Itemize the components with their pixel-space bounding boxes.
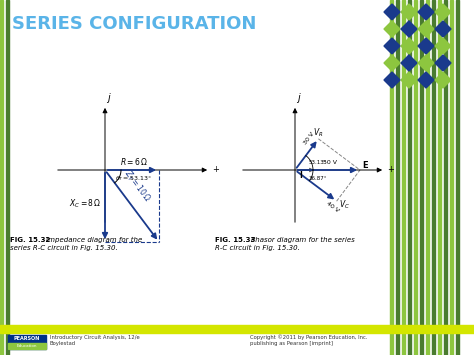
Polygon shape xyxy=(401,21,417,37)
Bar xyxy=(390,0,393,355)
Text: FIG. 15.32: FIG. 15.32 xyxy=(10,237,50,243)
Text: E: E xyxy=(362,161,368,170)
Text: $V_R$: $V_R$ xyxy=(313,127,324,139)
Text: j: j xyxy=(107,93,110,103)
Text: Phasor diagram for the series: Phasor diagram for the series xyxy=(251,237,355,243)
Polygon shape xyxy=(401,4,417,20)
Polygon shape xyxy=(418,72,434,88)
Polygon shape xyxy=(435,38,451,54)
Polygon shape xyxy=(384,21,400,37)
Polygon shape xyxy=(435,4,451,20)
Polygon shape xyxy=(435,21,451,37)
Polygon shape xyxy=(384,72,400,88)
Polygon shape xyxy=(418,21,434,37)
Text: SERIES CONFIGURATION: SERIES CONFIGURATION xyxy=(12,15,256,33)
Text: 30 V: 30 V xyxy=(303,132,316,146)
Text: Introductory Circuit Analysis, 12/e: Introductory Circuit Analysis, 12/e xyxy=(50,334,140,339)
Text: 36.87°: 36.87° xyxy=(309,176,328,181)
Polygon shape xyxy=(384,38,400,54)
Bar xyxy=(432,0,435,355)
Text: Impedance diagram for the: Impedance diagram for the xyxy=(46,237,142,243)
Polygon shape xyxy=(418,38,434,54)
Text: 50 V: 50 V xyxy=(323,160,337,165)
Bar xyxy=(456,0,459,355)
Bar xyxy=(402,0,405,355)
Text: $X_C = 8\,\Omega$: $X_C = 8\,\Omega$ xyxy=(69,197,101,209)
Text: 53.13°: 53.13° xyxy=(309,160,328,165)
Text: +: + xyxy=(212,165,219,175)
Text: $\theta_T = 53.13°$: $\theta_T = 53.13°$ xyxy=(115,174,152,183)
Text: $R = 6\,\Omega$: $R = 6\,\Omega$ xyxy=(120,156,148,167)
Text: Education: Education xyxy=(17,344,37,348)
Text: 40 V: 40 V xyxy=(325,201,339,213)
Polygon shape xyxy=(435,72,451,88)
Text: I: I xyxy=(299,171,302,180)
Polygon shape xyxy=(418,55,434,71)
Bar xyxy=(420,0,423,355)
Polygon shape xyxy=(418,4,434,20)
Bar xyxy=(8,335,46,349)
Text: j: j xyxy=(297,93,300,103)
Polygon shape xyxy=(401,38,417,54)
Polygon shape xyxy=(401,55,417,71)
Text: $V_C$: $V_C$ xyxy=(338,198,349,211)
Bar xyxy=(450,0,453,355)
Bar xyxy=(8,343,46,349)
Text: $Z_T = 10\,\Omega$: $Z_T = 10\,\Omega$ xyxy=(121,167,153,204)
Bar xyxy=(408,0,411,355)
Polygon shape xyxy=(384,55,400,71)
Bar xyxy=(414,0,417,355)
Text: Boylestad: Boylestad xyxy=(50,342,76,346)
Polygon shape xyxy=(435,55,451,71)
Text: +: + xyxy=(387,165,394,175)
Text: series R-C circuit in Fig. 15.30.: series R-C circuit in Fig. 15.30. xyxy=(10,245,118,251)
Text: PEARSON: PEARSON xyxy=(14,335,40,340)
Bar xyxy=(396,0,399,355)
Polygon shape xyxy=(384,4,400,20)
Polygon shape xyxy=(401,72,417,88)
Bar xyxy=(444,0,447,355)
Bar xyxy=(6,0,9,355)
Bar xyxy=(426,0,429,355)
Text: FIG. 15.33: FIG. 15.33 xyxy=(215,237,255,243)
Text: publishing as Pearson [imprint]: publishing as Pearson [imprint] xyxy=(250,342,333,346)
Bar xyxy=(0,325,474,333)
Text: Copyright ©2011 by Pearson Education, Inc.: Copyright ©2011 by Pearson Education, In… xyxy=(250,334,367,340)
Bar xyxy=(0,0,3,355)
Bar xyxy=(438,0,441,355)
Text: R-C circuit in Fig. 15.30.: R-C circuit in Fig. 15.30. xyxy=(215,245,300,251)
